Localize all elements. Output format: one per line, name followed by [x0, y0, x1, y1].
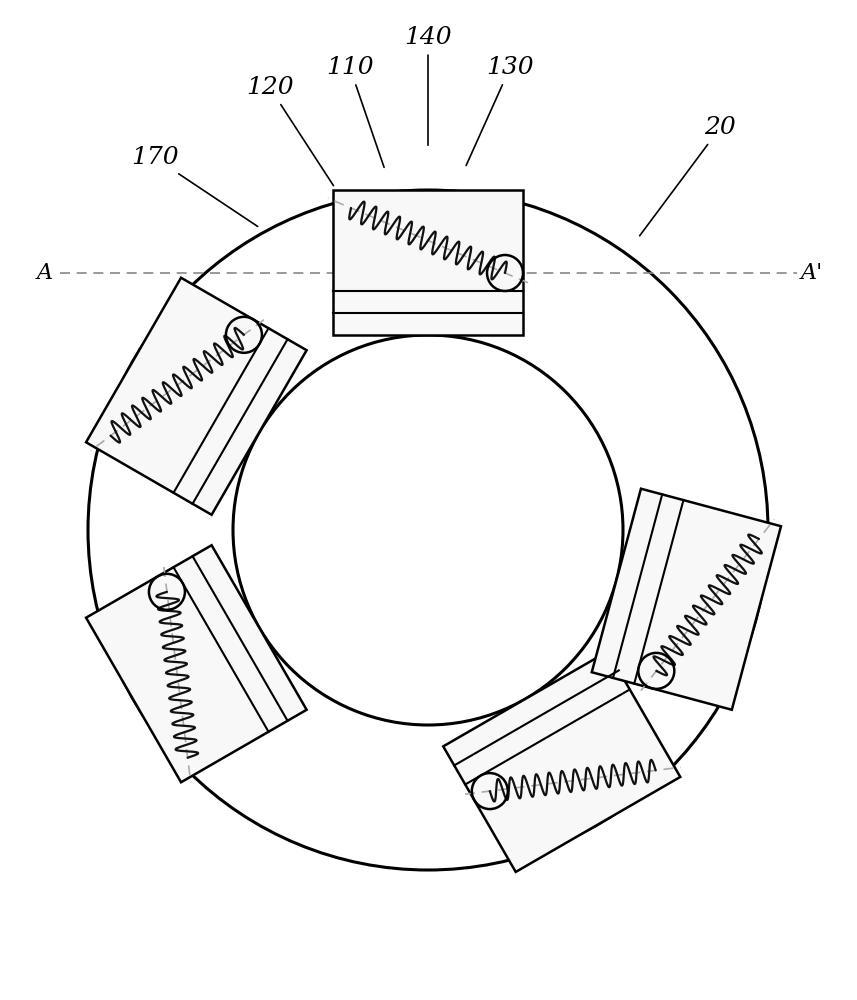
Text: 120: 120: [246, 77, 333, 186]
Text: 20: 20: [639, 116, 736, 236]
Text: A': A': [801, 262, 823, 284]
Text: 130: 130: [466, 56, 534, 165]
Polygon shape: [86, 278, 307, 515]
Text: 140: 140: [405, 26, 452, 145]
Polygon shape: [443, 651, 680, 872]
Text: A: A: [37, 262, 53, 284]
Text: 110: 110: [327, 56, 384, 167]
Polygon shape: [333, 190, 523, 335]
Polygon shape: [86, 545, 307, 782]
Text: 170: 170: [131, 146, 258, 226]
Polygon shape: [592, 489, 781, 710]
